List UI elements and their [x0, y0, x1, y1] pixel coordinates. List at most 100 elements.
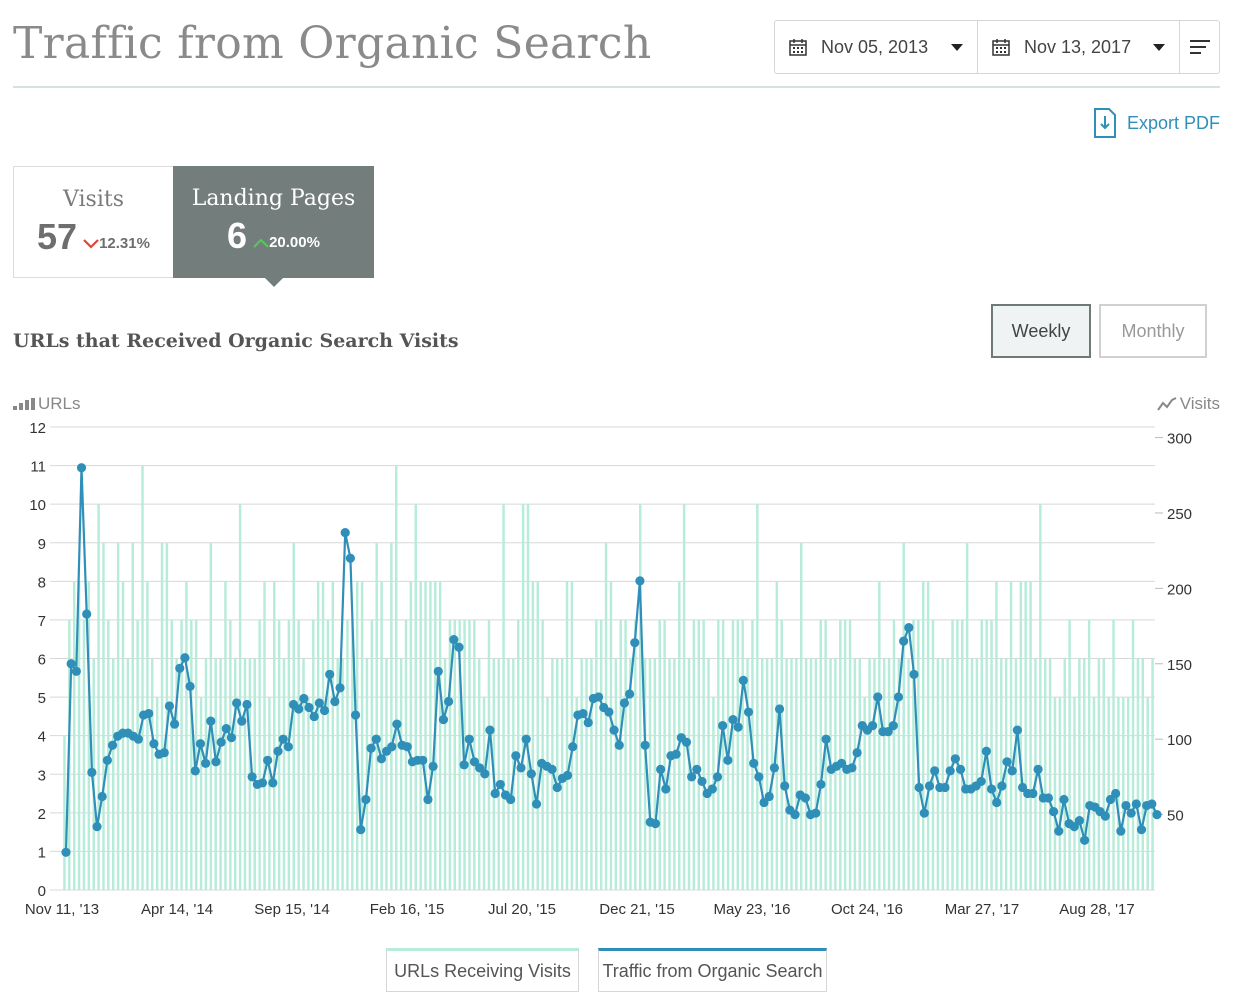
- traffic-point: [469, 757, 480, 767]
- bar-urls: [604, 542, 608, 890]
- traffic-point: [361, 794, 371, 805]
- left-tick-label: 10: [29, 497, 46, 514]
- kpi-tab-visits[interactable]: Visits 57 12.31%: [13, 166, 174, 278]
- bar-urls: [970, 658, 974, 890]
- traffic-point: [356, 825, 366, 835]
- traffic-point: [981, 746, 991, 756]
- traffic-point: [485, 725, 495, 735]
- monthly-button[interactable]: Monthly: [1099, 304, 1207, 358]
- bar-urls: [1136, 658, 1140, 890]
- bar-urls: [102, 542, 105, 890]
- traffic-point: [1126, 808, 1136, 818]
- traffic-point: [992, 797, 1002, 808]
- left-tick-label: 1: [38, 844, 46, 861]
- bar-urls: [424, 581, 427, 890]
- legend-toggle-traffic[interactable]: Traffic from Organic Search: [598, 948, 827, 992]
- bar-urls: [575, 697, 579, 890]
- bar-urls: [858, 658, 862, 890]
- bar-urls: [116, 542, 120, 890]
- bar-urls: [1151, 658, 1154, 890]
- bar-urls: [853, 658, 857, 890]
- bar-urls: [1087, 619, 1091, 890]
- kpi-label: Visits: [63, 187, 124, 212]
- export-pdf-button[interactable]: Export PDF: [1093, 108, 1220, 138]
- bar-urls: [404, 619, 408, 890]
- trend-up-icon: [253, 237, 269, 248]
- left-tick-label: 6: [38, 652, 46, 669]
- bar-urls: [487, 619, 491, 890]
- traffic-point: [350, 710, 361, 720]
- left-tick-label: 12: [29, 420, 46, 437]
- bar-urls: [741, 619, 744, 890]
- traffic-point: [1136, 825, 1147, 835]
- x-tick-label: May 23, '16: [713, 901, 790, 918]
- legend-toggle-urls[interactable]: URLs Receiving Visits: [386, 948, 579, 992]
- trend-down-icon: [83, 238, 99, 249]
- bar-urls: [155, 697, 159, 890]
- traffic-point: [335, 683, 345, 693]
- traffic-point: [376, 754, 387, 764]
- bar-urls: [87, 581, 91, 890]
- bar-urls: [1141, 658, 1145, 890]
- line-chart-icon: [1156, 397, 1177, 411]
- traffic-point: [61, 847, 71, 857]
- weekly-button[interactable]: Weekly: [991, 304, 1091, 358]
- traffic-point: [940, 782, 950, 793]
- left-tick-label: 4: [38, 729, 46, 746]
- kpi-tab-landing-pages[interactable]: Landing Pages 6 20.00%: [173, 166, 374, 287]
- traffic-point: [232, 698, 242, 708]
- bar-urls: [707, 658, 710, 890]
- traffic-point: [418, 755, 428, 765]
- x-tick-label: Dec 21, '15: [599, 901, 674, 918]
- traffic-point: [1100, 811, 1110, 821]
- traffic-point: [656, 764, 666, 774]
- kpi-change-value: 12.31%: [99, 235, 150, 252]
- bar-urls: [931, 619, 935, 890]
- x-tick-label: Feb 16, '15: [370, 901, 445, 918]
- traffic-point: [309, 711, 319, 722]
- bar-urls: [965, 542, 969, 890]
- traffic-point: [661, 784, 671, 794]
- traffic-point: [754, 772, 764, 782]
- traffic-point: [1002, 757, 1012, 767]
- traffic-point: [299, 693, 309, 704]
- traffic-point: [521, 734, 531, 744]
- x-tick-label: Mar 27, '17: [945, 901, 1020, 918]
- bar-urls: [229, 619, 232, 890]
- traffic-point: [423, 794, 433, 805]
- traffic-point: [790, 809, 800, 820]
- traffic-point: [914, 782, 924, 793]
- traffic-point: [185, 681, 195, 692]
- traffic-point: [206, 716, 216, 726]
- bar-urls: [878, 581, 881, 890]
- traffic-point: [480, 769, 490, 779]
- traffic-point: [697, 776, 707, 787]
- traffic-point: [201, 758, 211, 768]
- bar-urls: [599, 619, 603, 890]
- options-menu-button[interactable]: [1180, 21, 1219, 73]
- bar-urls: [521, 504, 525, 890]
- bar-urls: [882, 658, 886, 890]
- start-date-dropdown[interactable]: Nov 05, 2013: [775, 21, 978, 73]
- traffic-point: [919, 808, 929, 818]
- traffic-point: [780, 781, 790, 791]
- kpi-change: 12.31%: [83, 235, 150, 252]
- traffic-point: [211, 757, 221, 767]
- bar-urls: [497, 658, 500, 890]
- bar-urls: [556, 658, 559, 890]
- bar-urls: [668, 658, 671, 890]
- bar-urls: [702, 619, 705, 890]
- end-date-dropdown[interactable]: Nov 13, 2017: [978, 21, 1180, 73]
- traffic-point: [868, 721, 878, 731]
- bar-urls: [429, 581, 432, 890]
- traffic-point: [454, 642, 464, 652]
- right-tick-label: 50: [1167, 808, 1184, 825]
- bar-urls: [1000, 658, 1003, 890]
- bar-urls: [980, 619, 983, 890]
- title-divider: [13, 86, 1220, 88]
- traffic-point: [888, 721, 898, 731]
- left-tick-label: 8: [38, 574, 46, 591]
- bar-urls: [726, 658, 730, 890]
- bar-urls: [243, 658, 247, 890]
